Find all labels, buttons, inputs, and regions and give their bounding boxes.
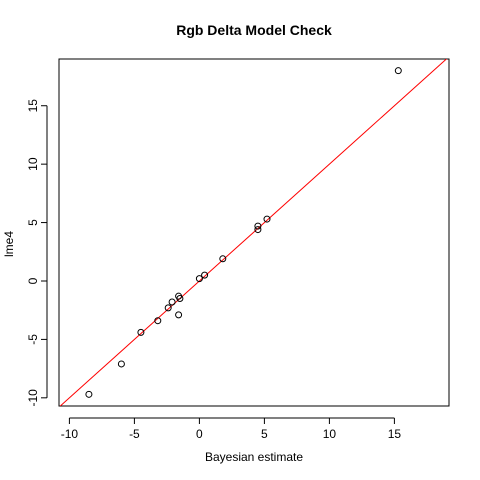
x-tick-label: 10 (323, 427, 337, 441)
x-tick-label: 0 (196, 427, 203, 441)
y-tick-label: -10 (26, 389, 40, 407)
y-tick-label: -5 (26, 334, 40, 345)
data-point (195, 275, 203, 283)
x-tick-label: -10 (61, 427, 79, 441)
data-point (176, 295, 184, 303)
data-point (154, 317, 162, 325)
x-tick-label: -5 (129, 427, 140, 441)
x-axis-label: Bayesian estimate (205, 450, 303, 464)
data-point (394, 67, 402, 75)
data-point (175, 311, 183, 319)
plot-frame (58, 58, 450, 407)
data-point (263, 215, 271, 223)
chart-title: Rgb Delta Model Check (176, 22, 332, 38)
x-tick-label: 15 (388, 427, 402, 441)
y-tick-label: 0 (26, 277, 40, 284)
data-point (168, 298, 176, 306)
y-axis-label: lme4 (2, 231, 16, 257)
data-point (254, 222, 262, 230)
y-tick-label: 15 (26, 99, 40, 113)
data-point (164, 304, 172, 312)
data-point (254, 226, 262, 234)
x-axis: -10 -5 0 5 10 15 (61, 417, 402, 441)
identity-reference-line (59, 59, 448, 406)
x-tick-label: 5 (261, 427, 268, 441)
y-tick-label: 5 (26, 219, 40, 226)
plot-area (58, 58, 450, 407)
y-tick-label: 10 (26, 157, 40, 171)
data-point (117, 360, 125, 368)
data-point (137, 328, 145, 336)
y-axis: -10 -5 0 5 10 15 (26, 99, 48, 407)
data-point (201, 271, 209, 279)
data-point (85, 390, 93, 398)
data-point (219, 255, 227, 263)
